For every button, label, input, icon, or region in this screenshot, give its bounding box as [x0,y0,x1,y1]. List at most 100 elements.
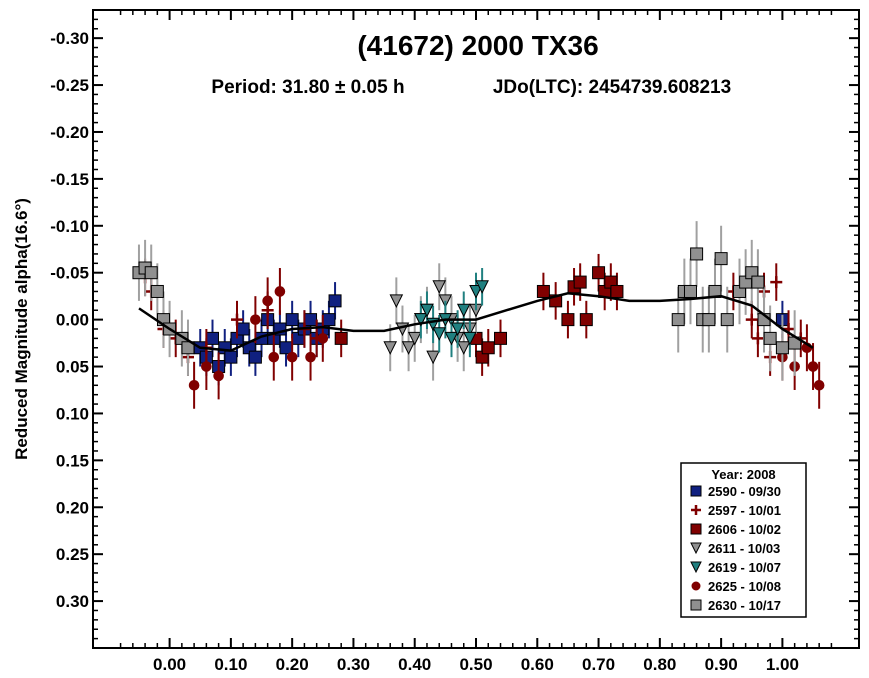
chart-subtitle-epoch: JDo(LTC): 2454739.608213 [493,77,731,98]
legend-label: 2630 - 10/17 [708,598,781,613]
x-tick-label: 0.00 [153,655,186,674]
data-point [279,341,293,355]
y-tick-label: 0.30 [56,592,89,611]
data-point [775,341,789,355]
data-point [236,322,250,336]
data-point [420,303,434,318]
legend-label: 2619 - 10/07 [708,560,781,575]
y-tick-label: -0.15 [50,170,89,189]
legend-title: Year: 2008 [711,467,775,482]
data-point [751,275,765,289]
data-point [181,341,195,355]
data-point [286,351,298,363]
data-point [305,351,316,363]
data-point [383,341,398,355]
legend-marker [690,599,702,611]
data-point [201,361,212,372]
data-point [231,313,244,326]
data-marks [132,221,825,409]
x-tick-label: 0.10 [214,655,247,674]
x-tick-label: 0.80 [643,655,676,674]
data-point [579,313,593,327]
x-tick-label: 0.70 [582,655,615,674]
data-point [322,313,336,327]
y-tick-label: 0.25 [56,545,89,564]
data-point [456,303,471,318]
data-point [494,331,508,345]
data-point [304,313,318,327]
data-point [213,370,224,382]
data-point [262,295,273,307]
legend-label: 2606 - 10/02 [708,522,781,537]
x-tick-label: 0.50 [459,655,492,674]
data-point [475,280,489,294]
y-tick-label: 0.15 [56,451,89,470]
y-tick-label: -0.20 [50,123,89,142]
series-5 [188,268,825,409]
data-point [770,276,783,289]
data-point [317,333,329,344]
data-point [469,284,483,299]
data-point [573,275,587,289]
y-tick-label: 0.00 [56,311,89,330]
chart-subtitle-period: Period: 31.80 ± 0.05 h [211,77,404,98]
data-point [328,294,342,308]
data-point [389,294,404,308]
data-point [463,331,477,346]
data-point [150,284,164,298]
chart-title: (41672) 2000 TX36 [357,30,598,61]
x-tick-label: 0.60 [521,655,554,674]
legend-label: 2611 - 10/03 [708,541,780,556]
legend-box [680,462,807,618]
x-tick-label: 0.90 [705,655,738,674]
data-point [450,322,465,337]
data-point [248,350,262,364]
data-point [274,286,286,297]
legend-marker [691,581,701,591]
data-point [610,284,624,298]
data-point [250,314,261,325]
data-point [671,313,685,327]
data-point [702,313,716,327]
x-tick-label: 0.30 [337,655,370,674]
data-point [592,266,606,280]
data-point [690,247,704,261]
y-tick-label: -0.10 [50,217,89,236]
data-point [426,350,440,365]
legend-marker [690,485,702,497]
y-tick-label: -0.30 [50,29,89,48]
data-point [268,351,280,363]
data-point [807,361,819,372]
legend-marker [691,505,701,515]
data-point [407,331,422,346]
data-point [444,331,459,346]
series-6 [132,221,802,381]
data-point [456,341,471,355]
y-tick-label: 0.10 [56,404,89,423]
legend-marker [690,561,702,574]
y-tick-label: 0.20 [56,498,89,517]
data-point [205,331,219,345]
data-point [813,379,825,391]
axes: 0.00 0.10 0.20 0.30 0.40 0.50 0.60 0.70 0.80 0.90… [50,10,859,674]
y-tick-label: 0.05 [56,358,89,377]
data-point [763,331,777,345]
data-point [401,341,416,355]
data-point [432,327,447,341]
x-tick-label: 0.20 [276,655,309,674]
data-point [751,332,764,345]
legend-marker [690,523,702,535]
y-axis-label: Reduced Magnitude alpha(16.6°) [12,198,31,460]
data-point [432,280,447,294]
y-tick-label: -0.25 [50,76,89,95]
data-point [536,284,550,298]
data-point [561,313,575,327]
y-tick-label: -0.05 [50,264,89,283]
legend-label: 2597 - 10/01 [708,503,781,518]
data-point [720,313,734,327]
data-point [481,341,495,355]
data-point [224,350,238,364]
data-point [144,266,158,280]
legend-label: 2625 - 10/08 [708,579,781,594]
